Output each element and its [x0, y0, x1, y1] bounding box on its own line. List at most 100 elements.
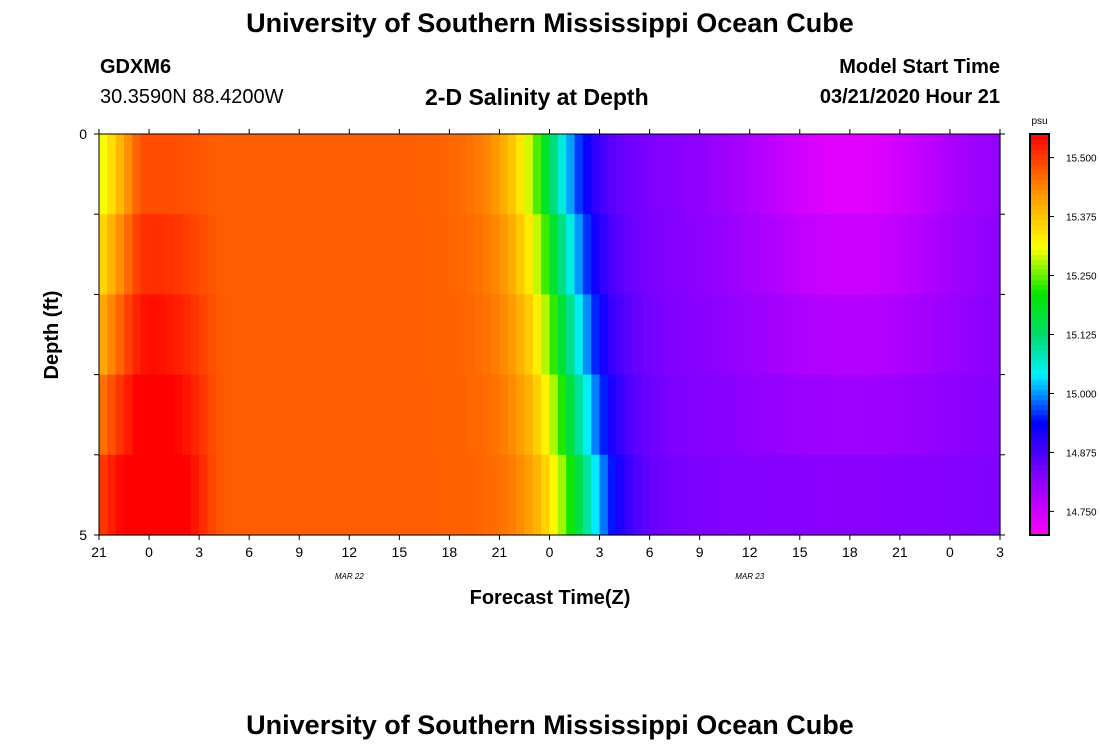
heatmap-cell	[224, 214, 234, 295]
heatmap-cell	[332, 214, 342, 295]
heatmap-cell	[966, 214, 976, 295]
heatmap-cell	[340, 294, 350, 376]
heatmap-cell	[149, 294, 158, 376]
heatmap-cell	[858, 294, 868, 376]
heatmap-cell	[315, 214, 325, 295]
heatmap-cell	[791, 134, 801, 215]
heatmap-cell	[499, 214, 509, 295]
heatmap-cell	[215, 374, 225, 456]
heatmap-cell	[933, 294, 943, 376]
colorbar-segment	[1030, 484, 1049, 491]
heatmap-cell	[741, 454, 751, 536]
heatmap-cell	[457, 454, 467, 536]
heatmap-cell	[758, 294, 767, 376]
colorbar-segment	[1030, 389, 1049, 396]
x-tick-label: 15	[392, 544, 408, 560]
x-tick-label: 0	[546, 544, 554, 560]
heatmap-cell	[783, 454, 793, 536]
heatmap-cell	[691, 374, 701, 456]
heatmap-cell	[541, 134, 551, 215]
heatmap-cell	[858, 134, 868, 215]
heatmap-cell	[682, 214, 692, 295]
heatmap-cell	[557, 214, 567, 295]
heatmap-cell	[265, 214, 275, 295]
colorbar-segment	[1030, 269, 1049, 275]
heatmap-cell	[682, 454, 692, 536]
heatmap-cell	[365, 134, 375, 215]
heatmap-cell	[524, 294, 534, 376]
heatmap-cell	[232, 214, 242, 295]
heatmap-cell	[115, 134, 125, 215]
heatmap-cell	[816, 454, 826, 536]
heatmap-cell	[749, 134, 759, 215]
heatmap-cell	[924, 214, 934, 295]
heatmap-cell	[132, 454, 142, 536]
heatmap-cell	[399, 374, 409, 456]
heatmap-cell	[390, 374, 400, 456]
heatmap-cell	[457, 214, 467, 295]
colorbar-segment	[1030, 374, 1049, 381]
heatmap-cell	[466, 294, 476, 376]
heatmap-cell	[215, 454, 225, 536]
heatmap-cell	[424, 294, 434, 376]
heatmap-cell	[708, 134, 717, 215]
colorbar-segment	[1030, 529, 1049, 536]
heatmap-cell	[499, 374, 509, 456]
heatmap-cell	[407, 454, 417, 536]
heatmap-cell	[783, 134, 793, 215]
heatmap-cell	[174, 374, 184, 456]
heatmap-cell	[324, 294, 334, 376]
heatmap-cell	[299, 454, 309, 536]
heatmap-cell	[115, 374, 125, 456]
heatmap-cell	[616, 374, 626, 456]
heatmap-cell	[99, 214, 108, 295]
heatmap-cell	[274, 134, 284, 215]
heatmap-cell	[699, 134, 709, 215]
heatmap-cell	[349, 374, 359, 456]
heatmap-cell	[657, 374, 667, 456]
heatmap-cell	[557, 134, 567, 215]
heatmap-cell	[182, 454, 192, 536]
heatmap-cell	[290, 214, 300, 295]
heatmap-cell	[733, 134, 742, 215]
heatmap-cell	[791, 294, 801, 376]
heatmap-cell	[332, 294, 342, 376]
heatmap-cell	[582, 294, 592, 376]
heatmap-cell	[874, 214, 884, 295]
heatmap-cell	[866, 374, 876, 456]
x-tick-label: 9	[295, 544, 303, 560]
heatmap-cell	[491, 294, 501, 376]
colorbar-segment	[1030, 324, 1049, 331]
heatmap-cell	[457, 374, 467, 456]
heatmap-cell	[299, 134, 309, 215]
axes: 21 0 3 6 9 12 15 18 21 0 3 6 9 12 15 18 21 0 3 MAR 22 MAR 23…	[79, 126, 1005, 581]
heatmap-cell	[808, 454, 818, 536]
heatmap-cell	[641, 454, 651, 536]
heatmap-cell	[666, 214, 676, 295]
heatmap-cell	[924, 374, 934, 456]
heatmap-cell	[399, 214, 409, 295]
heatmap-cell	[666, 374, 676, 456]
heatmap-cell	[849, 214, 859, 295]
heatmap-cell	[599, 214, 609, 295]
heatmap-cell	[616, 214, 626, 295]
heatmap-cell	[824, 294, 834, 376]
heatmap-cell	[607, 454, 617, 536]
heatmap-cell	[290, 134, 300, 215]
colorbar-segment	[1030, 424, 1049, 431]
heatmap-cell	[374, 454, 384, 536]
colorbar-segment	[1030, 409, 1049, 416]
heatmap-cell	[524, 454, 534, 536]
heatmap-cell	[591, 214, 601, 295]
colorbar-segment	[1030, 509, 1049, 516]
heatmap-cell	[766, 294, 776, 376]
heatmap-cell	[866, 294, 876, 376]
heatmap-cell	[591, 374, 601, 456]
colorbar-segment	[1030, 504, 1049, 511]
heatmap-cell	[958, 214, 968, 295]
colorbar-segment	[1030, 439, 1049, 446]
heatmap-cell	[557, 374, 567, 456]
heatmap-cell	[799, 214, 809, 295]
heatmap-cell	[557, 454, 567, 536]
heatmap-cell	[883, 134, 893, 215]
